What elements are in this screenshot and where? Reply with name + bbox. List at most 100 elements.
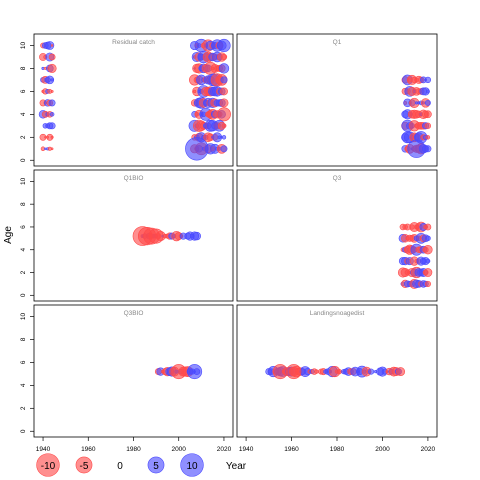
bubble bbox=[45, 41, 55, 50]
panel-title: Q1 bbox=[333, 39, 342, 46]
bubble bbox=[50, 147, 54, 151]
bubble bbox=[425, 235, 431, 242]
bubble bbox=[424, 122, 432, 129]
legend-label: 0 bbox=[117, 461, 123, 472]
bubble bbox=[217, 38, 231, 53]
bubble bbox=[424, 76, 432, 84]
bubble bbox=[424, 99, 431, 106]
bubble bbox=[217, 135, 222, 140]
y-tick-label: 2 bbox=[20, 270, 27, 274]
y-tick-label: 0 bbox=[20, 158, 27, 162]
bubble bbox=[425, 258, 431, 264]
panel-4: Q3BIO bbox=[33, 304, 234, 438]
bubble bbox=[220, 145, 228, 153]
bubble bbox=[50, 135, 54, 139]
y-tick-label: 2 bbox=[20, 406, 27, 410]
panel-title: Q1BIO bbox=[124, 175, 144, 182]
x-tick-label: 2000 bbox=[171, 446, 186, 453]
panel-title: Q3BIO bbox=[124, 310, 144, 317]
panel-title: Landingsnoagedist bbox=[310, 310, 365, 317]
bubble bbox=[45, 75, 55, 85]
y-axis-title: Age bbox=[3, 226, 14, 244]
bubble bbox=[424, 110, 432, 119]
panel-0: Residual catch bbox=[33, 33, 234, 167]
panel-frame bbox=[236, 33, 438, 167]
bubble bbox=[368, 368, 375, 375]
bubble bbox=[49, 112, 55, 117]
axes-group: 0 2 4 6 8 10 0 2 4 6 8 10 0 2 4 6 8 10 1940 1960 1980 2000 202… bbox=[20, 42, 436, 453]
bubble bbox=[50, 44, 54, 47]
bubble bbox=[220, 53, 228, 61]
y-tick-label: 4 bbox=[20, 248, 27, 252]
bubble-highlight bbox=[187, 364, 203, 380]
y-tick-label: 6 bbox=[20, 89, 27, 93]
legend-label: -5 bbox=[80, 461, 89, 472]
bubble bbox=[219, 98, 229, 108]
y-tick-label: 2 bbox=[20, 135, 27, 139]
legend-label: 10 bbox=[186, 461, 198, 472]
bubble bbox=[425, 135, 431, 140]
bubble bbox=[314, 369, 319, 374]
bubble-highlight bbox=[407, 139, 426, 158]
x-tick-label: 2020 bbox=[421, 446, 436, 453]
y-tick-label: 6 bbox=[20, 225, 27, 229]
panel-frame bbox=[33, 33, 234, 167]
panel-frame bbox=[236, 169, 438, 302]
bubble bbox=[47, 63, 57, 73]
bubble-highlight bbox=[286, 364, 302, 380]
y-tick-label: 6 bbox=[20, 360, 27, 364]
panel-title: Q3 bbox=[333, 175, 342, 182]
bubble bbox=[48, 99, 56, 107]
x-tick-label: 1940 bbox=[239, 446, 254, 453]
bubble bbox=[48, 53, 56, 61]
bubble bbox=[425, 89, 430, 94]
bubble bbox=[192, 231, 202, 241]
x-tick-label: 2020 bbox=[217, 446, 232, 453]
bubble bbox=[424, 223, 432, 231]
bubble bbox=[217, 107, 231, 122]
bubble bbox=[396, 367, 406, 377]
x-tick-label: 1980 bbox=[126, 446, 141, 453]
bubble bbox=[48, 122, 56, 130]
bubble bbox=[50, 78, 54, 82]
bubble bbox=[424, 280, 431, 287]
bubble bbox=[44, 147, 47, 151]
bubble bbox=[423, 245, 433, 255]
y-tick-label: 10 bbox=[20, 177, 27, 185]
bubble-highlight bbox=[171, 364, 187, 380]
panels-group: Residual catch Q1 Q1BIO Q3 Q3BIO Landingsnoag… bbox=[33, 33, 438, 438]
panel-title: Residual catch bbox=[112, 39, 155, 46]
x-tick-label: 1960 bbox=[81, 446, 96, 453]
panel-frame bbox=[33, 169, 234, 302]
x-tick-label: 1960 bbox=[284, 446, 299, 453]
x-tick-label: 1940 bbox=[36, 446, 51, 453]
panel-2: Q1BIO bbox=[33, 169, 234, 302]
bubble bbox=[218, 63, 230, 74]
bubble bbox=[44, 136, 47, 139]
y-tick-label: 0 bbox=[20, 293, 27, 297]
legend-label: -10 bbox=[41, 461, 56, 472]
y-tick-label: 4 bbox=[20, 112, 27, 116]
bubble-legend: -10 -5 0 5 10 Year bbox=[36, 453, 247, 477]
bubble bbox=[424, 145, 432, 153]
y-tick-label: 10 bbox=[20, 313, 27, 321]
x-tick-label: 2000 bbox=[375, 446, 390, 453]
legend-bubble bbox=[147, 456, 165, 474]
x-tick-label: 1980 bbox=[330, 446, 345, 453]
bubble bbox=[423, 268, 433, 277]
y-tick-label: 10 bbox=[20, 42, 27, 50]
y-tick-label: 8 bbox=[20, 337, 27, 341]
y-tick-label: 4 bbox=[20, 383, 27, 387]
legend-bubble bbox=[36, 453, 60, 477]
x-axis-title: Year bbox=[226, 461, 247, 472]
y-tick-label: 8 bbox=[20, 202, 27, 206]
bubble-highlight bbox=[185, 137, 209, 161]
bubble bbox=[220, 87, 228, 96]
legend-bubble bbox=[75, 456, 93, 474]
y-tick-label: 0 bbox=[20, 429, 27, 433]
bubble bbox=[221, 135, 227, 140]
bubble bbox=[221, 123, 227, 129]
legend-label: 5 bbox=[153, 461, 159, 472]
legend-bubble bbox=[180, 453, 204, 477]
